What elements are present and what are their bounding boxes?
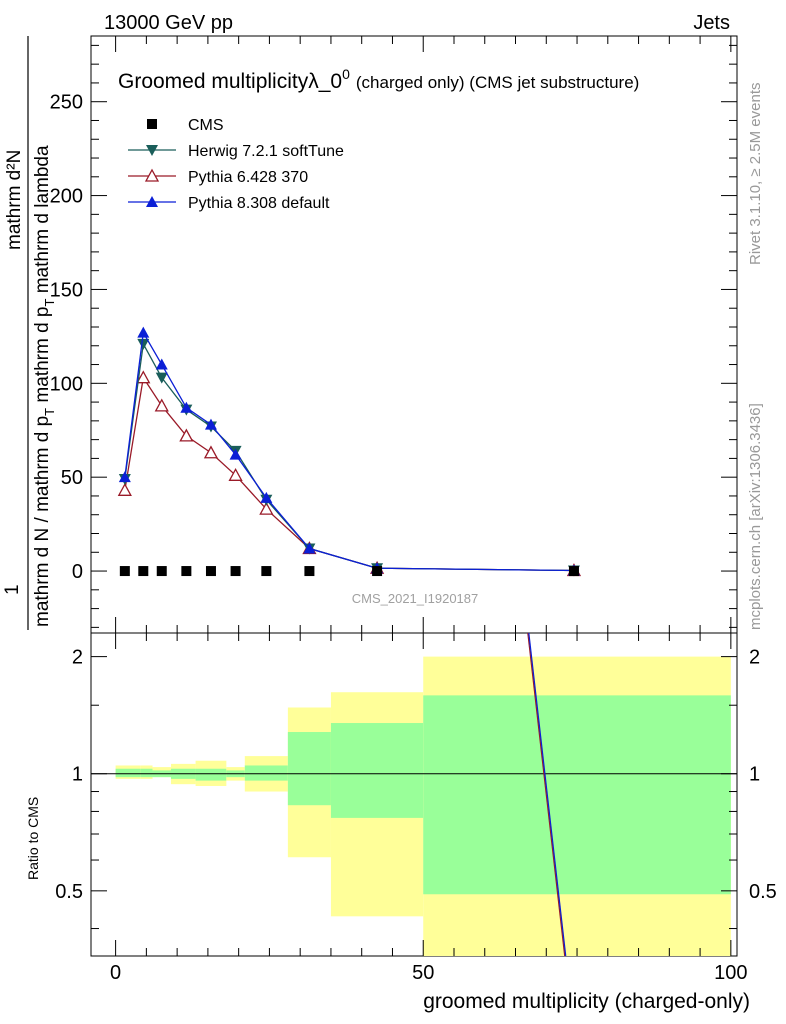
ratio-plot-frame xyxy=(90,632,738,957)
point-cms-2 xyxy=(156,566,167,577)
main-y-axis-label: 1 mathrm d²N mathrm d N / mathrm d pT ma… xyxy=(2,36,57,630)
point-pythia-6-428-370-4 xyxy=(203,445,219,459)
ratio-ytick-label-right-2: 2 xyxy=(749,647,760,669)
xtick-label-2: 100 xyxy=(714,962,747,984)
plot-title-main: Groomed multiplicityλ_0 xyxy=(118,70,342,93)
ratio-lines xyxy=(91,632,737,957)
legend-label-0: CMS xyxy=(188,117,224,134)
point-pythia-8-308-default-3 xyxy=(180,401,193,413)
ratio-ytick-label-left-1: 1 xyxy=(72,764,83,786)
series-cms xyxy=(119,566,579,577)
mcplots-label: mcplots.cern.ch [arXiv:1306.3436] xyxy=(747,403,764,630)
ratio-ytick-label-right-1: 1 xyxy=(749,764,760,786)
series-pythia-6-428-370 xyxy=(117,370,582,577)
legend-marker-0 xyxy=(147,119,157,129)
point-cms-3 xyxy=(181,566,192,577)
xtick-label-0: 0 xyxy=(110,962,121,984)
energy-label: 13000 GeV pp xyxy=(104,12,233,34)
point-cms-7 xyxy=(304,566,315,577)
point-cms-5 xyxy=(230,566,241,577)
legend-item-0: CMS xyxy=(147,117,224,134)
main-series xyxy=(117,326,582,577)
plot-title-sup: 0 xyxy=(342,66,350,82)
point-pythia-8-308-default-0 xyxy=(118,471,131,483)
main-ytick-label-5: 250 xyxy=(50,92,83,114)
y-label-numerator: mathrm d²N xyxy=(4,150,25,250)
point-pythia-8-308-default-2 xyxy=(155,358,168,370)
legend-item-1: Herwig 7.2.1 softTune xyxy=(128,143,344,160)
ratio-stat-band-1 xyxy=(140,768,153,778)
point-pythia-6-428-370-0 xyxy=(117,482,132,496)
point-pythia-6-428-370-3 xyxy=(179,428,194,442)
ratio-stat-band-4 xyxy=(195,768,227,781)
point-cms-1 xyxy=(138,566,149,577)
legend-label-1: Herwig 7.2.1 softTune xyxy=(188,143,344,160)
ratio-ytick-label-right-0: 0.5 xyxy=(749,881,777,903)
point-cms-0 xyxy=(119,566,130,577)
point-pythia-8-308-default-4 xyxy=(204,418,217,430)
series-line-herwig-7-2-1-softtune xyxy=(124,341,574,572)
point-pythia-6-428-370-6 xyxy=(259,501,274,515)
point-herwig-7-2-1-softtune-1 xyxy=(137,338,150,350)
axes: 0 50 100 150 200 250 0 50 100 0.5 0.5 1 1 2 2 xyxy=(50,36,777,984)
ratio-stat-band-0 xyxy=(115,768,141,778)
main-ytick-label-2: 100 xyxy=(50,373,83,395)
main-ytick-label-0: 0 xyxy=(72,561,83,583)
ratio-stat-band-9 xyxy=(423,695,731,895)
process-label: Jets xyxy=(693,12,730,34)
point-pythia-8-308-default-7 xyxy=(303,542,316,554)
ratio-stat-band-8 xyxy=(330,723,424,818)
legend-item-3: Pythia 8.308 default xyxy=(128,195,330,212)
series-pythia-8-308-default xyxy=(118,326,580,576)
point-cms-9 xyxy=(568,566,579,577)
legend-marker-2 xyxy=(144,168,160,182)
point-pythia-6-428-370-2 xyxy=(154,398,169,412)
point-cms-6 xyxy=(261,566,272,577)
plot-title: Groomed multiplicityλ_00 (charged only) (… xyxy=(118,66,639,93)
point-cms-8 xyxy=(372,566,383,577)
main-ytick-label-3: 150 xyxy=(50,279,83,301)
ratio-y-label: Ratio to CMS xyxy=(25,797,41,880)
ratio-mc-line-pythia6 xyxy=(527,632,566,957)
legend-label-2: Pythia 6.428 370 xyxy=(188,169,308,186)
series-line-pythia-8-308-default xyxy=(124,330,574,572)
ratio-mc-line-pythia8 xyxy=(528,632,567,957)
legend-item-2: Pythia 6.428 370 xyxy=(128,168,308,186)
rivet-label: Rivet 3.1.10, ≥ 2.5M events xyxy=(747,83,764,266)
ratio-stat-band-6 xyxy=(244,765,288,781)
point-pythia-8-308-default-5 xyxy=(229,448,242,460)
point-pythia-6-428-370-5 xyxy=(228,467,243,481)
point-pythia-8-308-default-1 xyxy=(137,326,150,338)
xtick-label-1: 50 xyxy=(412,962,434,984)
analysis-watermark: CMS_2021_I1920187 xyxy=(352,591,479,606)
ratio-stat-band-7 xyxy=(287,732,331,806)
point-herwig-7-2-1-softtune-2 xyxy=(155,372,168,384)
point-cms-4 xyxy=(205,566,216,577)
ratio-bands xyxy=(115,656,731,956)
main-ytick-label-4: 200 xyxy=(50,186,83,208)
legend-marker-1 xyxy=(146,145,158,156)
point-pythia-8-308-default-6 xyxy=(260,491,273,503)
ratio-ytick-label-left-0: 0.5 xyxy=(55,881,83,903)
series-line-pythia-6-428-370 xyxy=(124,375,574,572)
legend-label-3: Pythia 8.308 default xyxy=(188,195,330,212)
series-herwig-7-2-1-softtune xyxy=(118,338,580,577)
legend-marker-3 xyxy=(146,196,158,207)
legend: CMS Herwig 7.2.1 softTune Pythia 6.428 370… xyxy=(128,117,344,212)
main-ytick-label-1: 50 xyxy=(61,467,83,489)
plot-title-suffix: (charged only) (CMS jet substructure) xyxy=(356,73,639,92)
y-label-denominator: mathrm d N / mathrm d pT mathrm d pT mat… xyxy=(32,145,57,627)
x-axis-label: groomed multiplicity (charged-only) xyxy=(423,990,750,1013)
point-pythia-6-428-370-1 xyxy=(136,370,151,384)
y-label-prefix: 1 xyxy=(2,584,23,595)
ratio-ytick-label-left-2: 2 xyxy=(72,647,83,669)
